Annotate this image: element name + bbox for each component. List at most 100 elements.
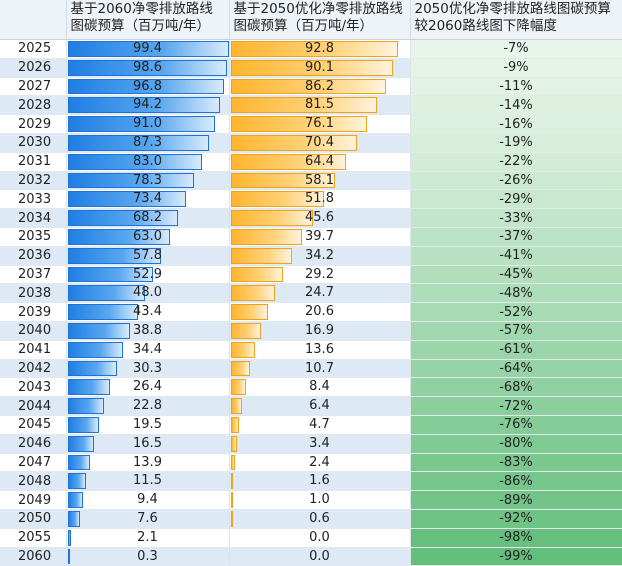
year-cell[interactable]: 2030 (0, 133, 67, 153)
reduction-cell[interactable]: -22% (410, 152, 622, 172)
header-reduction[interactable]: 2050优化净零排放路线图碳预算较2060路线图下降幅度 (410, 0, 622, 40)
year-cell[interactable]: 2047 (0, 453, 67, 473)
year-cell[interactable]: 2029 (0, 114, 67, 134)
budget-2050-cell[interactable]: 92.8 (229, 39, 411, 59)
reduction-cell[interactable]: -64% (410, 359, 622, 379)
reduction-cell[interactable]: -14% (410, 95, 622, 116)
budget-2050-cell[interactable]: 76.1 (229, 114, 411, 134)
reduction-cell[interactable]: -99% (410, 547, 622, 566)
budget-2050-cell[interactable]: 13.6 (229, 340, 411, 360)
year-cell[interactable]: 2040 (0, 321, 67, 341)
year-cell[interactable]: 2060 (0, 547, 67, 566)
budget-2060-cell[interactable]: 87.3 (66, 133, 230, 153)
reduction-cell[interactable]: -48% (410, 283, 622, 304)
budget-2050-cell[interactable]: 34.2 (229, 246, 411, 266)
budget-2050-cell[interactable]: 51.8 (229, 189, 411, 210)
budget-2050-cell[interactable]: 39.7 (229, 227, 411, 247)
reduction-cell[interactable]: -72% (410, 396, 622, 416)
year-cell[interactable]: 2031 (0, 152, 67, 172)
reduction-cell[interactable]: -83% (410, 453, 622, 473)
budget-2060-cell[interactable]: 52.9 (66, 265, 230, 285)
budget-2050-cell[interactable]: 0.0 (229, 547, 411, 566)
budget-2050-cell[interactable]: 1.0 (229, 490, 411, 510)
budget-2050-cell[interactable]: 86.2 (229, 77, 411, 97)
reduction-cell[interactable]: -16% (410, 114, 622, 134)
reduction-cell[interactable]: -29% (410, 189, 622, 210)
year-cell[interactable]: 2055 (0, 528, 67, 548)
budget-2050-cell[interactable]: 90.1 (229, 58, 411, 78)
reduction-cell[interactable]: -68% (410, 377, 622, 398)
budget-2060-cell[interactable]: 11.5 (66, 471, 230, 492)
reduction-cell[interactable]: -11% (410, 77, 622, 97)
year-cell[interactable]: 2046 (0, 434, 67, 454)
reduction-cell[interactable]: -76% (410, 415, 622, 435)
year-cell[interactable]: 2028 (0, 95, 67, 116)
year-cell[interactable]: 2036 (0, 246, 67, 266)
budget-2050-cell[interactable]: 2.4 (229, 453, 411, 473)
budget-2050-cell[interactable]: 10.7 (229, 359, 411, 379)
budget-2050-cell[interactable]: 0.0 (229, 528, 411, 548)
header-2060-budget[interactable]: 基于2060净零排放路线图碳预算（百万吨/年） (66, 0, 230, 40)
budget-2060-cell[interactable]: 57.8 (66, 246, 230, 266)
header-2050-budget[interactable]: 基于2050优化净零排放路线图碳预算（百万吨/年） (229, 0, 411, 40)
budget-2060-cell[interactable]: 94.2 (66, 95, 230, 116)
budget-2050-cell[interactable]: 58.1 (229, 171, 411, 191)
budget-2050-cell[interactable]: 70.4 (229, 133, 411, 153)
year-cell[interactable]: 2042 (0, 359, 67, 379)
budget-2050-cell[interactable]: 8.4 (229, 377, 411, 398)
year-cell[interactable]: 2035 (0, 227, 67, 247)
budget-2060-cell[interactable]: 91.0 (66, 114, 230, 134)
year-cell[interactable]: 2041 (0, 340, 67, 360)
reduction-cell[interactable]: -89% (410, 490, 622, 510)
budget-2050-cell[interactable]: 16.9 (229, 321, 411, 341)
year-cell[interactable]: 2044 (0, 396, 67, 416)
year-cell[interactable]: 2045 (0, 415, 67, 435)
reduction-cell[interactable]: -80% (410, 434, 622, 454)
budget-2050-cell[interactable]: 0.6 (229, 509, 411, 529)
reduction-cell[interactable]: -57% (410, 321, 622, 341)
budget-2060-cell[interactable]: 7.6 (66, 509, 230, 529)
budget-2060-cell[interactable]: 9.4 (66, 490, 230, 510)
reduction-cell[interactable]: -45% (410, 265, 622, 285)
budget-2050-cell[interactable]: 45.6 (229, 208, 411, 228)
budget-2050-cell[interactable]: 6.4 (229, 396, 411, 416)
year-cell[interactable]: 2032 (0, 171, 67, 191)
year-cell[interactable]: 2050 (0, 509, 67, 529)
budget-2060-cell[interactable]: 26.4 (66, 377, 230, 398)
budget-2050-cell[interactable]: 20.6 (229, 302, 411, 322)
reduction-cell[interactable]: -37% (410, 227, 622, 247)
year-cell[interactable]: 2049 (0, 490, 67, 510)
budget-2060-cell[interactable]: 83.0 (66, 152, 230, 172)
budget-2060-cell[interactable]: 43.4 (66, 302, 230, 322)
year-cell[interactable]: 2027 (0, 77, 67, 97)
budget-2060-cell[interactable]: 63.0 (66, 227, 230, 247)
year-cell[interactable]: 2048 (0, 471, 67, 492)
reduction-cell[interactable]: -86% (410, 471, 622, 492)
budget-2060-cell[interactable]: 38.8 (66, 321, 230, 341)
budget-2050-cell[interactable]: 1.6 (229, 471, 411, 492)
budget-2060-cell[interactable]: 16.5 (66, 434, 230, 454)
budget-2060-cell[interactable]: 99.4 (66, 39, 230, 59)
year-cell[interactable]: 2033 (0, 189, 67, 210)
reduction-cell[interactable]: -26% (410, 171, 622, 191)
budget-2060-cell[interactable]: 34.4 (66, 340, 230, 360)
budget-2060-cell[interactable]: 48.0 (66, 283, 230, 304)
reduction-cell[interactable]: -19% (410, 133, 622, 153)
budget-2050-cell[interactable]: 29.2 (229, 265, 411, 285)
reduction-cell[interactable]: -41% (410, 246, 622, 266)
year-cell[interactable]: 2026 (0, 58, 67, 78)
budget-2060-cell[interactable]: 73.4 (66, 189, 230, 210)
budget-2050-cell[interactable]: 64.4 (229, 152, 411, 172)
reduction-cell[interactable]: -92% (410, 509, 622, 529)
budget-2060-cell[interactable]: 98.6 (66, 58, 230, 78)
year-cell[interactable]: 2039 (0, 302, 67, 322)
year-cell[interactable]: 2038 (0, 283, 67, 304)
budget-2060-cell[interactable]: 13.9 (66, 453, 230, 473)
header-year[interactable] (0, 0, 67, 40)
reduction-cell[interactable]: -33% (410, 208, 622, 228)
budget-2050-cell[interactable]: 81.5 (229, 95, 411, 116)
reduction-cell[interactable]: -9% (410, 58, 622, 78)
budget-2060-cell[interactable]: 96.8 (66, 77, 230, 97)
budget-2060-cell[interactable]: 0.3 (66, 547, 230, 566)
reduction-cell[interactable]: -7% (410, 39, 622, 59)
